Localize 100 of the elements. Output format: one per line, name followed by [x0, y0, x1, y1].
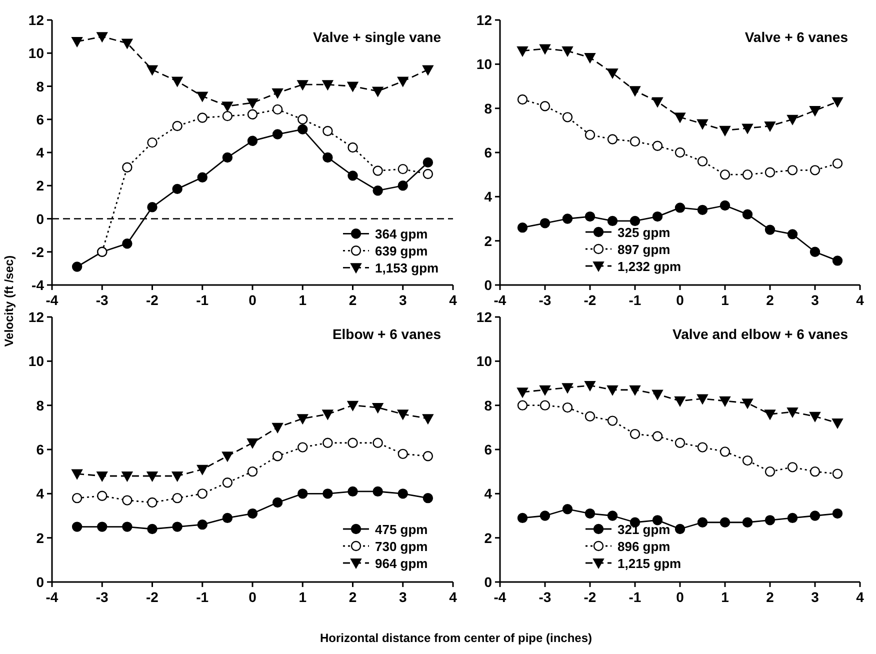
- legend-label: 730 gpm: [375, 539, 428, 554]
- point: [832, 418, 843, 428]
- y-tick-label: 12: [476, 12, 492, 28]
- point: [147, 497, 158, 508]
- point: [297, 414, 308, 424]
- legend-label: 364 gpm: [375, 226, 428, 242]
- point: [742, 455, 753, 466]
- point: [422, 157, 434, 168]
- point: [517, 222, 528, 233]
- point: [122, 162, 132, 173]
- point: [222, 512, 233, 524]
- point: [607, 416, 618, 426]
- point: [322, 438, 333, 448]
- x-tick-label: -1: [196, 589, 209, 605]
- point: [584, 508, 596, 519]
- point: [720, 517, 730, 528]
- point: [222, 152, 233, 163]
- point: [697, 204, 708, 216]
- point: [398, 448, 408, 460]
- point: [517, 46, 528, 56]
- point: [422, 414, 434, 424]
- y-tick-label: 2: [484, 232, 492, 249]
- x-tick-label: 0: [248, 292, 257, 308]
- point: [422, 451, 434, 462]
- point: [348, 486, 358, 497]
- point: [322, 488, 333, 499]
- y-tick-label: 8: [484, 397, 492, 414]
- point: [630, 86, 640, 96]
- point: [348, 438, 358, 448]
- point: [517, 388, 528, 398]
- x-tick-label: 3: [398, 292, 407, 308]
- point: [146, 472, 158, 482]
- x-tick-label: -3: [96, 589, 109, 605]
- point: [540, 101, 550, 112]
- point: [764, 515, 776, 526]
- point: [222, 452, 233, 462]
- point: [540, 400, 550, 410]
- point: [372, 185, 383, 196]
- point: [540, 218, 550, 228]
- y-tick-label: 12: [476, 309, 492, 325]
- x-tick-label: 3: [398, 589, 407, 605]
- point: [562, 112, 573, 122]
- point: [787, 407, 798, 418]
- y-tick-label: 2: [484, 530, 492, 546]
- y-tick-label: 8: [36, 397, 44, 414]
- point: [272, 88, 284, 98]
- y-tick-label: 4: [484, 486, 492, 502]
- point: [517, 94, 528, 105]
- x-tick-label: -2: [584, 589, 596, 605]
- point: [398, 488, 408, 499]
- x-tick-label: 4: [449, 589, 458, 605]
- x-tick-label: 0: [676, 589, 684, 605]
- point: [674, 202, 686, 213]
- point: [172, 472, 183, 482]
- y-tick-label: 0: [36, 574, 44, 590]
- point: [72, 262, 82, 272]
- point: [97, 490, 108, 501]
- legend-label: 897 gpm: [618, 242, 670, 257]
- point: [674, 147, 686, 158]
- legend-label: 1,153 gpm: [375, 260, 439, 276]
- y-tick-label: 8: [484, 100, 492, 116]
- point: [322, 152, 333, 163]
- y-tick-label: 12: [28, 12, 44, 28]
- point: [222, 102, 233, 112]
- x-tick-label: 4: [449, 292, 458, 308]
- x-tick-label: -2: [584, 292, 596, 308]
- text: Valve + single vane: [312, 29, 442, 45]
- point: [322, 126, 333, 136]
- point: [97, 522, 108, 532]
- point: [197, 172, 208, 182]
- y-tick-label: 6: [484, 144, 492, 160]
- x-tick-label: 3: [811, 589, 820, 605]
- point: [810, 246, 820, 257]
- point: [810, 466, 820, 477]
- x-tick-label: -3: [538, 589, 552, 605]
- point: [810, 165, 820, 176]
- y-tick-label: 2: [36, 530, 44, 546]
- point: [630, 216, 640, 226]
- point: [372, 486, 383, 497]
- point: [298, 442, 308, 452]
- point: [652, 390, 663, 400]
- point: [674, 396, 686, 406]
- point: [787, 229, 798, 240]
- x-tick-label: 1: [721, 589, 730, 605]
- x-tick-label: 4: [856, 589, 864, 605]
- point: [584, 53, 596, 64]
- y-tick-label: 4: [36, 486, 44, 502]
- point: [398, 164, 408, 174]
- y-tick-label: 6: [36, 442, 44, 458]
- text: Elbow + 6 vanes: [332, 326, 442, 342]
- point: [172, 120, 182, 132]
- point: [322, 410, 334, 420]
- point: [562, 214, 573, 224]
- point: [652, 211, 663, 222]
- point: [298, 488, 308, 499]
- point: [372, 438, 383, 448]
- point: [584, 211, 596, 222]
- x-tick-label: 4: [856, 292, 864, 308]
- point: [742, 209, 753, 220]
- point: [347, 400, 358, 411]
